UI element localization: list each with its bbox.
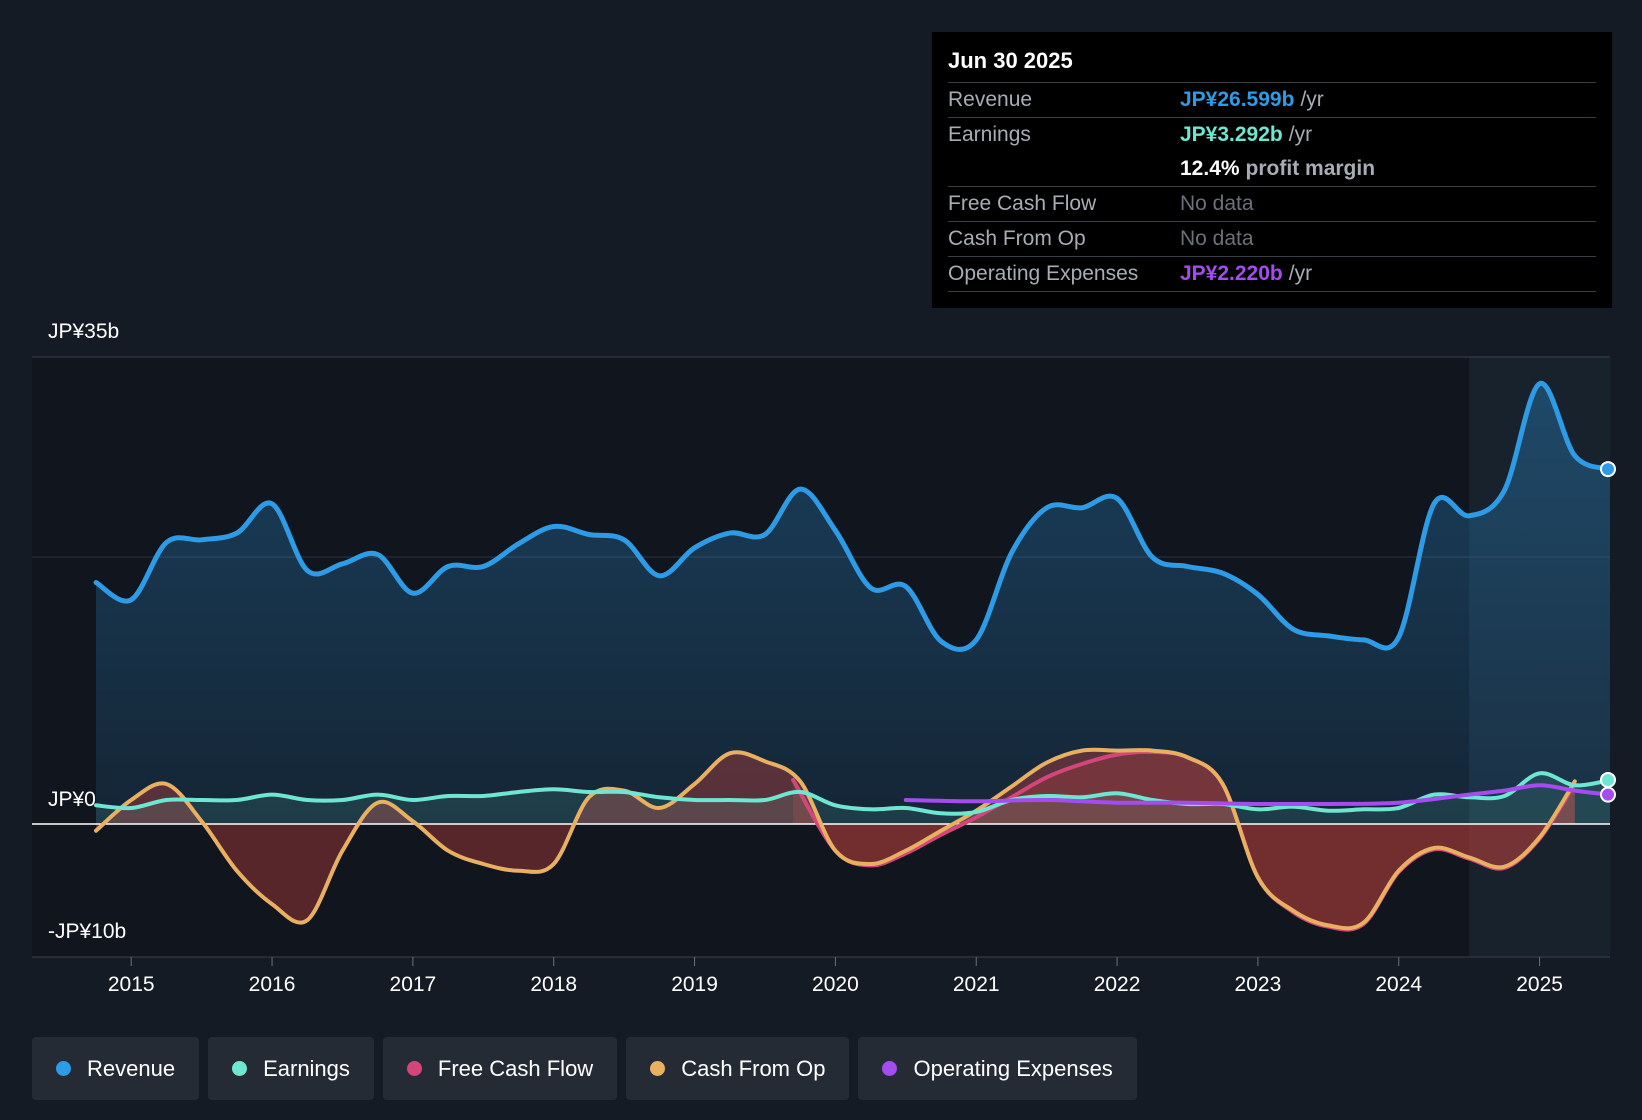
fcf-dot-icon [406, 1061, 422, 1076]
legend-earnings-label: Earnings [263, 1055, 350, 1081]
tooltip-earnings-label: Earnings [948, 123, 1031, 146]
tooltip-opex-value: JP¥2.220b [1180, 262, 1283, 285]
revenue-line [93, 381, 1613, 652]
legend-opex[interactable]: Operating Expenses [858, 1037, 1137, 1100]
x-tick-label: 2024 [1375, 973, 1422, 996]
cfo-dot-icon [650, 1061, 666, 1076]
opex-dot-icon [882, 1061, 898, 1076]
y-label-bottom: -JP¥10b [48, 920, 127, 943]
earnings-area [96, 773, 1610, 824]
legend-revenue-label: Revenue [87, 1055, 176, 1081]
tooltip-row-opex: Operating Expenses JP¥2.220b /yr [948, 257, 1596, 292]
earnings-line [94, 771, 1612, 816]
legend-earnings[interactable]: Earnings [208, 1037, 374, 1100]
tooltip-margin-label: profit margin [1245, 157, 1376, 180]
tooltip-earnings-value: JP¥3.292b [1180, 123, 1283, 146]
tooltip-row-cfo: Cash From Op No data [948, 222, 1596, 257]
opex-line [903, 783, 1612, 807]
legend: Revenue Earnings Free Cash Flow Cash Fro… [32, 1037, 1146, 1100]
x-tick-label: 2017 [390, 973, 437, 996]
y-label-zero: JP¥0 [48, 788, 96, 811]
tooltip-fcf-label: Free Cash Flow [948, 192, 1097, 215]
tooltip-revenue-value: JP¥26.599b [1180, 88, 1295, 111]
tooltip-earnings-unit: /yr [1288, 123, 1313, 146]
x-tick-label: 2021 [953, 973, 1000, 996]
y-label-top: JP¥35b [48, 320, 120, 343]
fcf-area [793, 751, 1575, 930]
x-tick-label: 2015 [108, 973, 155, 996]
tooltip-row-earnings: Earnings JP¥3.292b /yr [948, 118, 1596, 152]
earnings-endpoint [1600, 771, 1616, 788]
data-tooltip: Jun 30 2025 Revenue JP¥26.599b /yr Earni… [932, 32, 1612, 308]
tooltip-row-revenue: Revenue JP¥26.599b /yr [948, 83, 1596, 118]
revenue-area [96, 383, 1610, 824]
legend-fcf[interactable]: Free Cash Flow [382, 1037, 618, 1100]
revenue-endpoint [1600, 461, 1616, 478]
x-tick-label: 2020 [812, 973, 859, 996]
tooltip-cfo-value: No data [1180, 227, 1254, 250]
cfo-area [96, 749, 1575, 929]
tooltip-margin-value: 12.4% [1180, 157, 1240, 180]
x-tick-label: 2016 [249, 973, 296, 996]
x-tick-label: 2018 [530, 973, 577, 996]
opex-endpoint [1600, 786, 1616, 803]
tooltip-revenue-label: Revenue [948, 88, 1033, 111]
tooltip-opex-unit: /yr [1288, 262, 1313, 285]
x-tick-label: 2019 [671, 973, 718, 996]
tooltip-row-fcf: Free Cash Flow No data [948, 187, 1596, 222]
x-tick-label: 2023 [1235, 973, 1282, 996]
tooltip-opex-label: Operating Expenses [948, 262, 1139, 285]
revenue-dot-icon [56, 1061, 71, 1076]
legend-opex-label: Operating Expenses [913, 1055, 1113, 1081]
tooltip-cfo-label: Cash From Op [948, 227, 1086, 250]
x-tick-label: 2022 [1094, 973, 1141, 996]
legend-cfo-label: Cash From Op [681, 1055, 826, 1081]
x-tick-label: 2025 [1516, 973, 1563, 996]
cfo-line [94, 747, 1577, 931]
earnings-dot-icon [232, 1061, 248, 1076]
tooltip-revenue-unit: /yr [1300, 88, 1324, 111]
legend-revenue[interactable]: Revenue [32, 1037, 200, 1100]
tooltip-row-margin: 12.4% profit margin [948, 152, 1596, 187]
legend-cfo[interactable]: Cash From Op [626, 1037, 850, 1100]
legend-fcf-label: Free Cash Flow [437, 1055, 594, 1081]
tooltip-fcf-value: No data [1180, 192, 1254, 215]
tooltip-date: Jun 30 2025 [948, 46, 1596, 83]
